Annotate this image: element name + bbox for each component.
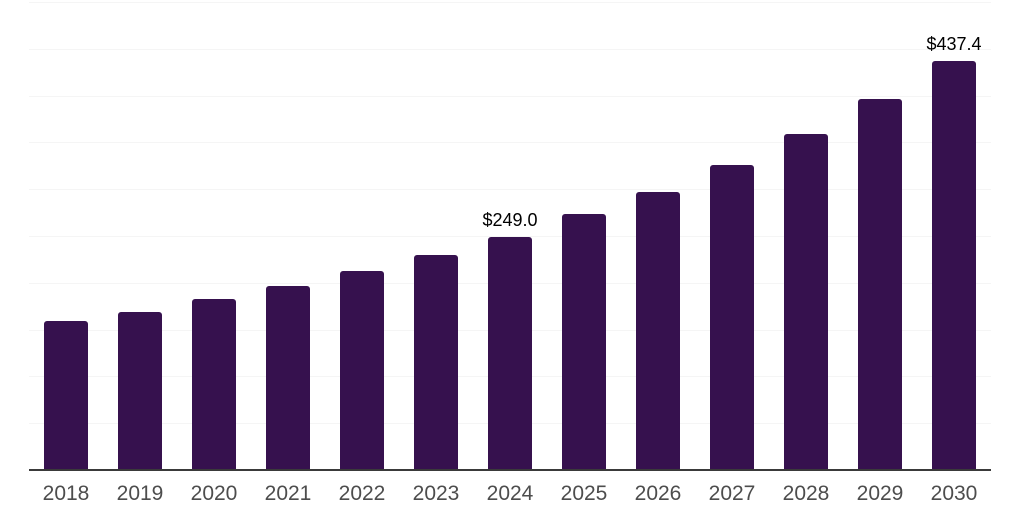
x-tick-label-2023: 2023 — [412, 482, 460, 505]
x-tick-label-2028: 2028 — [782, 482, 830, 505]
bar-2025 — [562, 214, 606, 470]
bar-2030 — [932, 61, 976, 470]
gridline — [29, 189, 991, 190]
x-tick-label-2024: 2024 — [486, 482, 534, 505]
x-tick-label-2020: 2020 — [190, 482, 238, 505]
bar-2018 — [44, 321, 88, 470]
x-tick-label-2027: 2027 — [708, 482, 756, 505]
gridline — [29, 96, 991, 97]
x-tick-label-2025: 2025 — [560, 482, 608, 505]
bar-2027 — [710, 165, 754, 470]
bar-2020 — [192, 299, 236, 470]
x-tick-label-2018: 2018 — [42, 482, 90, 505]
bar-2028 — [784, 134, 828, 470]
x-tick-label-2026: 2026 — [634, 482, 682, 505]
gridline — [29, 142, 991, 143]
gridline — [29, 49, 991, 50]
bar-2023 — [414, 255, 458, 470]
bar-2029 — [858, 99, 902, 470]
x-tick-label-2019: 2019 — [116, 482, 164, 505]
bar-2019 — [118, 312, 162, 470]
x-axis-line — [29, 469, 991, 471]
x-tick-label-2030: 2030 — [930, 482, 978, 505]
x-tick-label-2021: 2021 — [264, 482, 312, 505]
x-tick-label-2029: 2029 — [856, 482, 904, 505]
data-label-2030: $437.4 — [926, 34, 982, 54]
bar-2021 — [266, 286, 310, 470]
bar-2024 — [488, 237, 532, 470]
data-label-2024: $249.0 — [482, 210, 538, 230]
gridline — [29, 236, 991, 237]
gridline — [29, 2, 991, 3]
bar-2026 — [636, 192, 680, 470]
bar-2022 — [340, 271, 384, 470]
x-tick-label-2022: 2022 — [338, 482, 386, 505]
